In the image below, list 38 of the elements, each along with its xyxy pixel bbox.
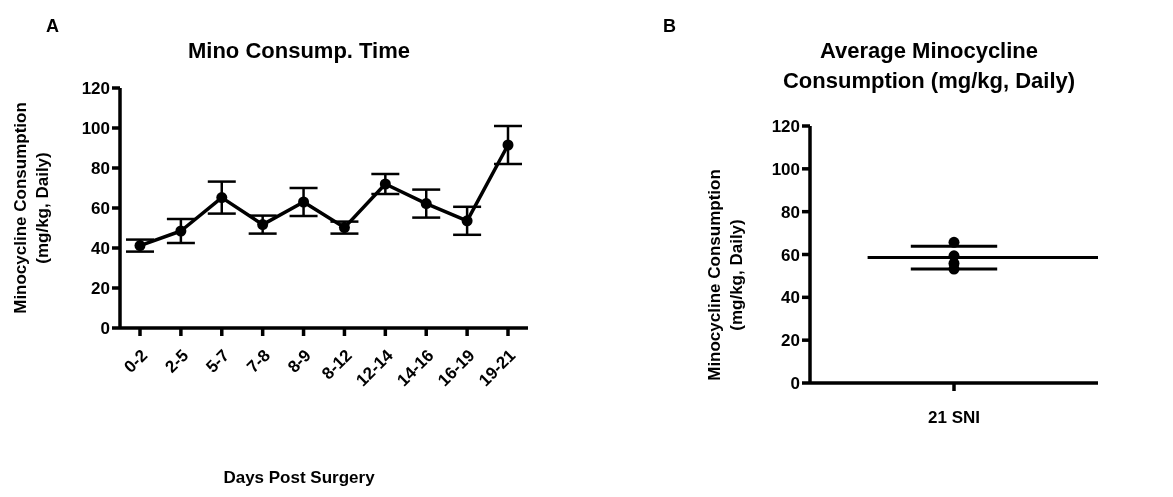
- text: B: [663, 16, 676, 37]
- point: [502, 139, 514, 151]
- x-tick-label: 21 SNI: [928, 408, 980, 428]
- x-tick-label: 8-9: [284, 345, 315, 377]
- y-tick-label: 120: [81, 79, 110, 99]
- text: A: [46, 16, 59, 37]
- point: [298, 196, 310, 208]
- y-tick-label: 20: [91, 279, 110, 299]
- y-tick-label: 80: [91, 159, 110, 179]
- point: [420, 198, 432, 210]
- y-tick-label: 40: [781, 288, 800, 308]
- y-tick-label: 60: [781, 245, 800, 265]
- point: [257, 219, 269, 231]
- chart-title: Average Minocycline Consumption (mg/kg, Daily): [781, 37, 1077, 95]
- y-tick-label: 40: [91, 239, 110, 259]
- y-tick-label: 100: [771, 159, 800, 179]
- y-tick-label: 0: [100, 319, 110, 339]
- y-tick-label: 120: [771, 117, 800, 137]
- x-tick-label: 2-5: [161, 345, 193, 377]
- x-tick-label: 7-8: [243, 345, 274, 377]
- point: [338, 222, 350, 234]
- y-tick-label: 20: [781, 331, 800, 351]
- chart-title: Mino Consump. Time: [186, 37, 411, 65]
- point: [134, 240, 146, 252]
- y-axis-title: Minocycline Consumption (mg/kg, Daily): [11, 102, 52, 314]
- y-tick-label: 100: [81, 119, 110, 139]
- y-axis-title: Minocycline Consumption (mg/kg, Daily): [704, 167, 747, 383]
- point: [175, 225, 187, 237]
- point: [216, 192, 228, 204]
- point: [461, 215, 473, 227]
- point: [948, 236, 960, 248]
- y-tick-label: 60: [91, 199, 110, 219]
- x-axis-title: Days Post Surgery: [222, 468, 376, 488]
- x-tick-label: 5-7: [202, 345, 234, 377]
- y-tick-label: 0: [790, 374, 800, 394]
- point: [379, 178, 391, 190]
- x-tick-label: 0-2: [120, 345, 152, 377]
- y-tick-label: 80: [781, 202, 800, 222]
